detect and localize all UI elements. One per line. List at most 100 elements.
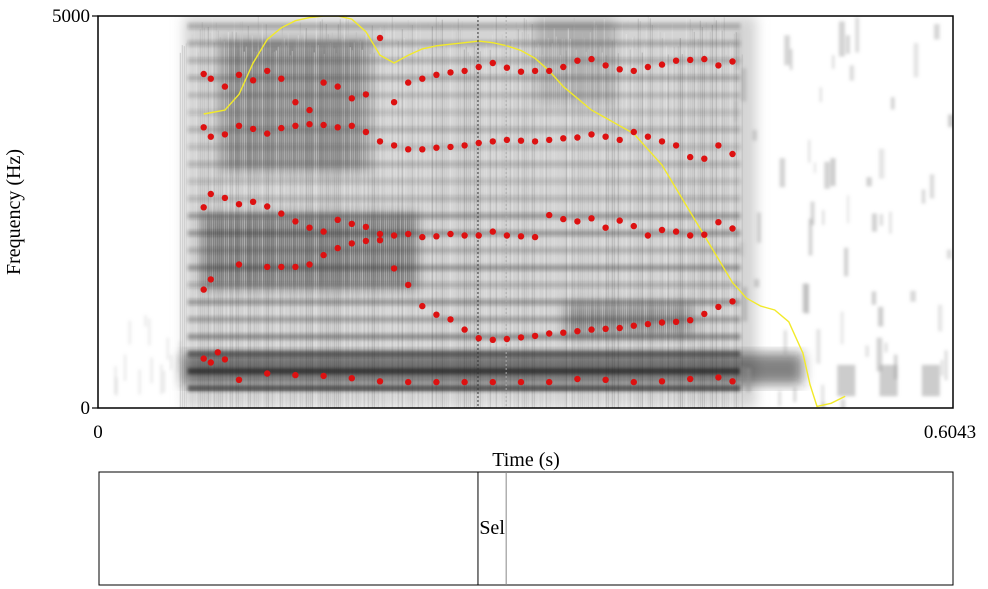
spectrogram-striation [721, 30, 723, 408]
spectrogram-striation [329, 42, 331, 408]
formant-point [701, 231, 708, 238]
formant-point [715, 219, 722, 226]
formant-point [334, 244, 341, 252]
spectrogram-striation [191, 34, 193, 408]
spectrogram-striation [675, 40, 677, 408]
spectrogram-striation [397, 41, 399, 408]
formant-point [221, 194, 229, 202]
spectrogram-noise-blob [739, 242, 744, 257]
x-tick-label-max: 0.6043 [924, 422, 976, 443]
spectrogram-striation [607, 36, 609, 408]
formant-point [616, 66, 623, 73]
spectrogram-striation [585, 51, 587, 408]
interval-label-sel[interactable]: Sel [479, 517, 505, 539]
formant-point [348, 220, 355, 227]
formant-point [264, 67, 271, 75]
spectrogram-striation [467, 52, 469, 408]
tier-box[interactable] [98, 471, 954, 586]
spectrogram-noise-blob [779, 158, 786, 188]
spectrogram-striation [389, 16, 391, 408]
spectrogram-striation [683, 50, 685, 408]
spectrogram-striation [597, 46, 599, 408]
formant-point [616, 217, 623, 224]
formant-point [207, 190, 214, 198]
formant-point [200, 286, 207, 293]
spectrogram-striation [547, 37, 549, 408]
spectrogram-striation [283, 38, 285, 408]
spectrogram-striation [661, 38, 663, 408]
formant-point [334, 216, 341, 223]
spectrogram-striation [285, 45, 287, 408]
spectrogram-band [187, 57, 741, 64]
formant-point [546, 136, 553, 144]
spectrogram-noise-blob [884, 342, 888, 353]
spectrogram-noise-blob [808, 139, 811, 163]
spectrogram-striation [359, 41, 361, 408]
annotation-tier[interactable]: Sel [98, 471, 954, 586]
formant-point [672, 228, 680, 235]
spectrogram-striation [483, 48, 485, 408]
formant-point [602, 376, 609, 383]
spectrogram-striation [455, 31, 457, 408]
formant-point [390, 265, 398, 272]
formant-point [447, 143, 454, 151]
spectrogram-band [187, 264, 741, 271]
spectrogram-striation [381, 31, 383, 408]
formant-point [461, 326, 468, 333]
spectrogram-striation [581, 33, 583, 408]
spectrogram-striation [243, 51, 245, 408]
spectrogram-striation [673, 46, 675, 408]
formant-point [221, 83, 229, 90]
formant-point [376, 34, 384, 42]
spectrogram-band [187, 333, 741, 340]
spectrogram-noise-blob [840, 311, 844, 345]
spectrogram-striation [449, 44, 451, 408]
spectrogram-noise-blob [855, 17, 860, 53]
formant-point [475, 335, 482, 342]
formant-point [517, 334, 525, 341]
formant-point [588, 55, 595, 63]
formant-point [278, 263, 285, 271]
spectrogram-striation [569, 38, 571, 408]
formant-point [214, 349, 221, 356]
spectrogram-noise-blob [789, 49, 793, 70]
spectrogram-noise-blob [889, 211, 892, 234]
spectrogram-noise-blob [148, 318, 151, 346]
spectrogram-noise-blob [160, 364, 163, 395]
spectrogram-noise-blob [838, 21, 845, 57]
spectrogram-striation [399, 39, 401, 408]
spectrogram-striation [555, 36, 557, 408]
spectrogram-striation [533, 40, 535, 408]
formant-point [461, 232, 468, 239]
formant-point [687, 153, 694, 161]
spectrogram-noise-blob [910, 290, 916, 302]
spectrogram-striation [213, 42, 215, 408]
spectrogram-noise-blob [778, 390, 781, 406]
formant-point [348, 240, 355, 247]
formant-point [221, 131, 229, 138]
formant-point [574, 134, 581, 141]
spectrogram-striation [273, 51, 275, 408]
formant-point [278, 75, 285, 82]
spectrogram-band [187, 316, 741, 323]
spectrogram-striation [625, 33, 627, 408]
formant-point [405, 146, 412, 153]
spectrogram-noise-blob [138, 369, 141, 395]
spectrogram-striation [539, 45, 541, 408]
spectrogram-striation [375, 44, 377, 408]
spectrogram-striation [737, 43, 739, 408]
spectrogram-noise-blob [170, 354, 173, 370]
y-axis-title: Frequency (Hz) [3, 149, 25, 275]
spectrogram-striation [331, 32, 333, 408]
spectrogram-striation [565, 50, 567, 408]
formant-point [447, 230, 454, 238]
spectrogram-striation [249, 40, 251, 408]
spectrogram-striation [403, 37, 405, 408]
formant-point [200, 204, 207, 211]
formant-point [320, 121, 327, 129]
spectrogram-striation [341, 38, 343, 408]
spectrogram-noise-blob [824, 161, 830, 189]
formant-point [687, 56, 694, 64]
spectrogram-striation [367, 51, 369, 408]
